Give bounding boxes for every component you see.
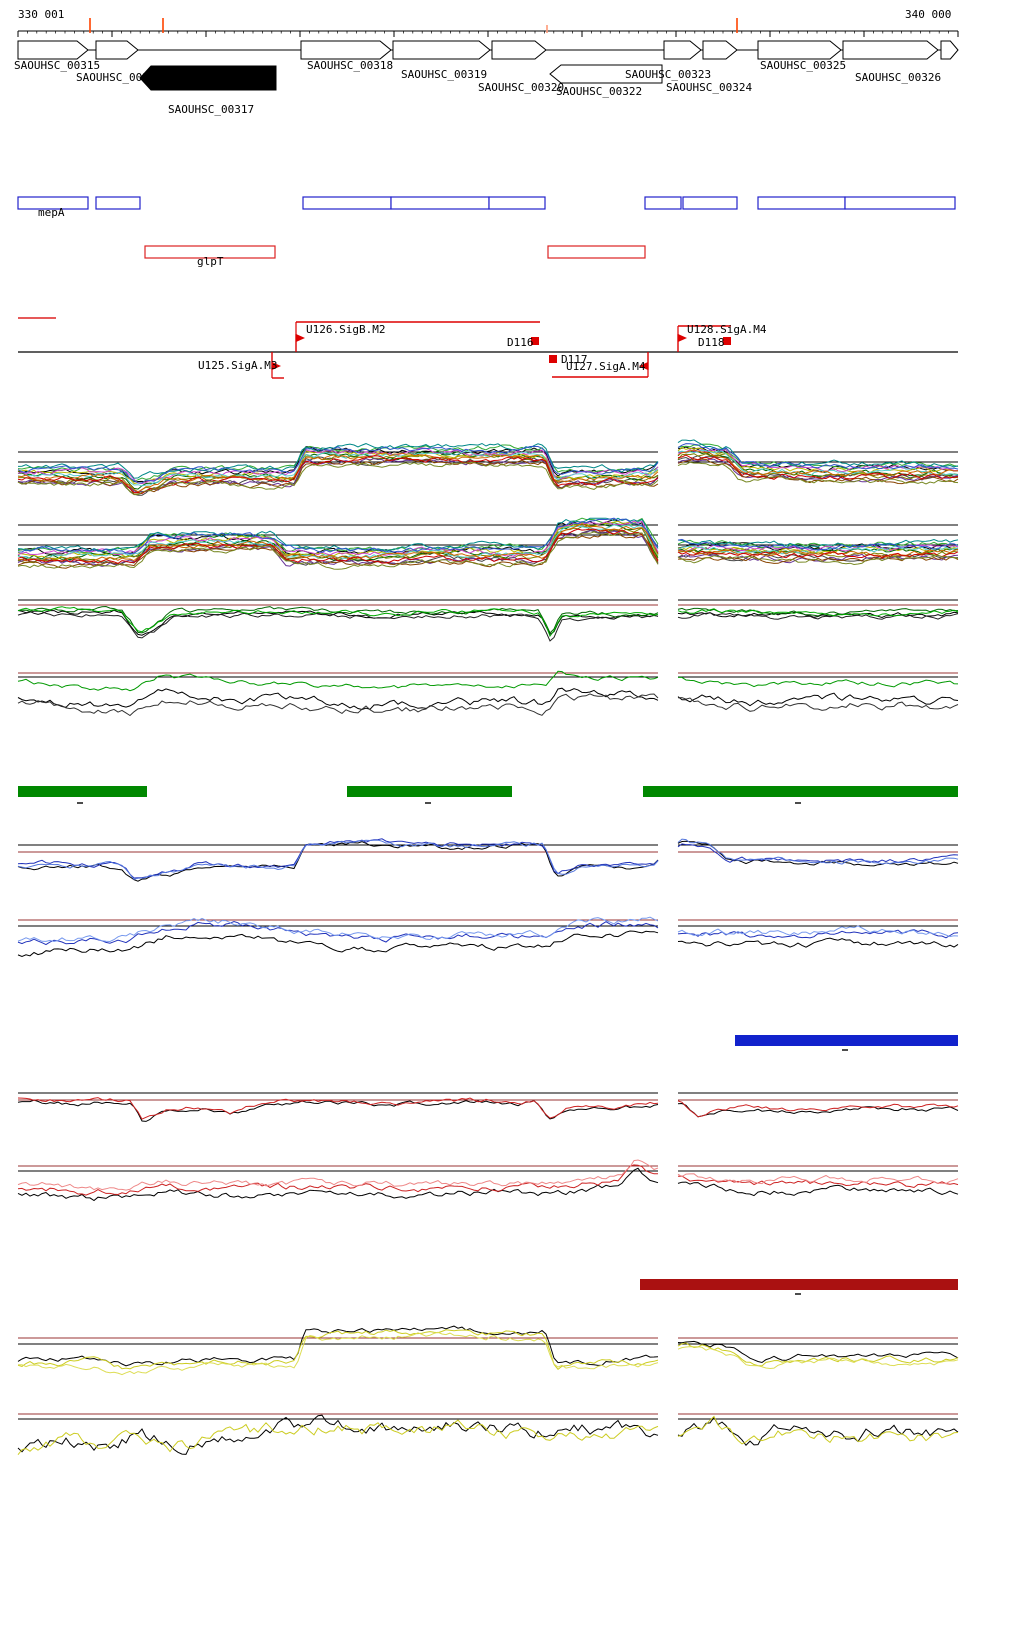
signal-label-U128.SigA.M4: U128.SigA.M4 bbox=[687, 323, 767, 336]
track-3-green-series-0 bbox=[17, 609, 959, 636]
signal-label-D118: D118 bbox=[698, 336, 725, 349]
gene-arrow-SAOUHSC_00324 bbox=[702, 40, 738, 60]
gene-label-SAOUHSC_00320: SAOUHSC_00320 bbox=[478, 81, 564, 94]
signal-label-D117: D117 bbox=[561, 353, 588, 366]
operon-box bbox=[547, 245, 646, 259]
track-9-yellow-series-1 bbox=[17, 1329, 959, 1370]
green-bar-row bbox=[347, 786, 512, 797]
signal-label-U126.SigB.M2: U126.SigB.M2 bbox=[306, 323, 385, 336]
gene-label-SAOUHSC_00322: SAOUHSC_00322 bbox=[556, 85, 642, 98]
gene-arrow-SAOUHSC_00326 bbox=[842, 40, 939, 60]
transcript-label-mepA: mepA bbox=[38, 206, 65, 219]
operon-box bbox=[144, 245, 276, 259]
track-3-green-series-1 bbox=[17, 610, 959, 642]
green-bar-row bbox=[643, 786, 958, 797]
transcript-box bbox=[644, 196, 682, 210]
track-2-multicondition-series-14 bbox=[17, 531, 959, 570]
signal-label-D116: D116 bbox=[507, 336, 534, 349]
track-6-blue-series-2 bbox=[17, 916, 959, 943]
gene-label-SAOUHSC_00324: SAOUHSC_00324 bbox=[666, 81, 752, 94]
operon-label-glpT: glpT bbox=[197, 255, 224, 268]
tss-flag-pennant-U128.SigA.M4 bbox=[678, 334, 687, 342]
track-5-blue-series-0 bbox=[17, 840, 959, 882]
track-7-red-series-0 bbox=[17, 1099, 959, 1122]
transcript-box bbox=[488, 196, 546, 210]
terminator-square-D118 bbox=[723, 337, 731, 345]
track-10-yellow-series-0 bbox=[17, 1414, 959, 1455]
terminator-square-D116 bbox=[531, 337, 539, 345]
transcript-box bbox=[302, 196, 392, 210]
darkred-bar-row bbox=[640, 1279, 958, 1290]
tss-flag-pennant-U125.SigA.M3 bbox=[272, 362, 281, 370]
ruler-end-label: 340 000 bbox=[905, 8, 952, 21]
terminator-square-D117 bbox=[549, 355, 557, 363]
track-1-multicondition-series-14 bbox=[17, 461, 959, 496]
track-2-multicondition-series-13 bbox=[18, 517, 959, 555]
track-6-blue-series-1 bbox=[17, 920, 959, 946]
track-6-blue-series-0 bbox=[17, 930, 959, 958]
tss-flag-pennant-U127.SigA.M4 bbox=[639, 362, 648, 370]
gene-label-SAOUHSC_00318: SAOUHSC_00318 bbox=[307, 59, 393, 72]
track-10-yellow-series-1 bbox=[17, 1415, 959, 1456]
gene-label-SAOUHSC_00316: SAOUHSC_00316 bbox=[76, 71, 162, 84]
track-9-yellow-series-0 bbox=[17, 1325, 959, 1367]
signal-label-U127.SigA.M4: U127.SigA.M4 bbox=[566, 360, 646, 373]
track-4-green-series-0 bbox=[17, 670, 959, 692]
gene-arrow-SAOUHSC_00318 bbox=[300, 40, 392, 60]
gene-arrow-SAOUHSC_00315 bbox=[17, 40, 89, 60]
gene-arrow-SAOUHSC_00316 bbox=[95, 40, 139, 60]
track-8-red-series-2 bbox=[17, 1159, 959, 1191]
gene-label-SAOUHSC_00317: SAOUHSC_00317 bbox=[168, 103, 254, 116]
gene-label-SAOUHSC_00315: SAOUHSC_00315 bbox=[14, 59, 100, 72]
gene-label-SAOUHSC_00319: SAOUHSC_00319 bbox=[401, 68, 487, 81]
gene-arrow-SAOUHSC_00325 bbox=[757, 40, 842, 60]
track-2-multicondition-series-12 bbox=[17, 528, 959, 564]
transcript-box bbox=[17, 196, 89, 210]
gene-arrow-SAOUHSC_00322 bbox=[549, 64, 663, 84]
track-4-green-series-2 bbox=[17, 693, 959, 717]
tss-flag-pennant-U126.SigB.M2 bbox=[296, 334, 305, 342]
transcript-box bbox=[95, 196, 141, 210]
track-2-multicondition-series-9 bbox=[17, 524, 959, 561]
transcript-box bbox=[757, 196, 846, 210]
blue-bar-row bbox=[735, 1035, 958, 1046]
transcript-box bbox=[844, 196, 956, 210]
track-9-yellow-series-2 bbox=[18, 1331, 959, 1376]
track-8-red-series-1 bbox=[17, 1164, 959, 1196]
track-1-multicondition-series-13 bbox=[17, 443, 959, 484]
ruler-start-label: 330 001 bbox=[18, 8, 65, 21]
track-1-multicondition-series-8 bbox=[17, 439, 959, 479]
transcript-box bbox=[682, 196, 738, 210]
gene-arrow-SAOUHSC_00319 bbox=[392, 40, 491, 60]
gene-arrow-SAOUHSC_00320 bbox=[491, 40, 547, 60]
gene-label-SAOUHSC_00325: SAOUHSC_00325 bbox=[760, 59, 846, 72]
track-3-green-series-3 bbox=[17, 606, 959, 638]
gene-arrow-SAOUHSC_00317 bbox=[139, 65, 277, 91]
gene-label-SAOUHSC_00326: SAOUHSC_00326 bbox=[855, 71, 941, 84]
track-4-green-series-1 bbox=[17, 687, 959, 711]
track-7-red-series-1 bbox=[17, 1097, 959, 1120]
signal-label-U125.SigA.M3: U125.SigA.M3 bbox=[198, 359, 277, 372]
track-1-multicondition-series-12 bbox=[17, 454, 959, 494]
green-bar-row bbox=[18, 786, 147, 797]
gene-label-SAOUHSC_00323: SAOUHSC_00323 bbox=[625, 68, 711, 81]
track-3-green-series-2 bbox=[17, 605, 958, 634]
track-5-blue-series-2 bbox=[17, 838, 959, 880]
track-8-red-series-0 bbox=[17, 1167, 959, 1202]
transcript-box bbox=[390, 196, 490, 210]
gene-arrow-SAOUHSC_00323 bbox=[663, 40, 702, 60]
gene-arrow-gene-partial-right bbox=[940, 40, 959, 60]
